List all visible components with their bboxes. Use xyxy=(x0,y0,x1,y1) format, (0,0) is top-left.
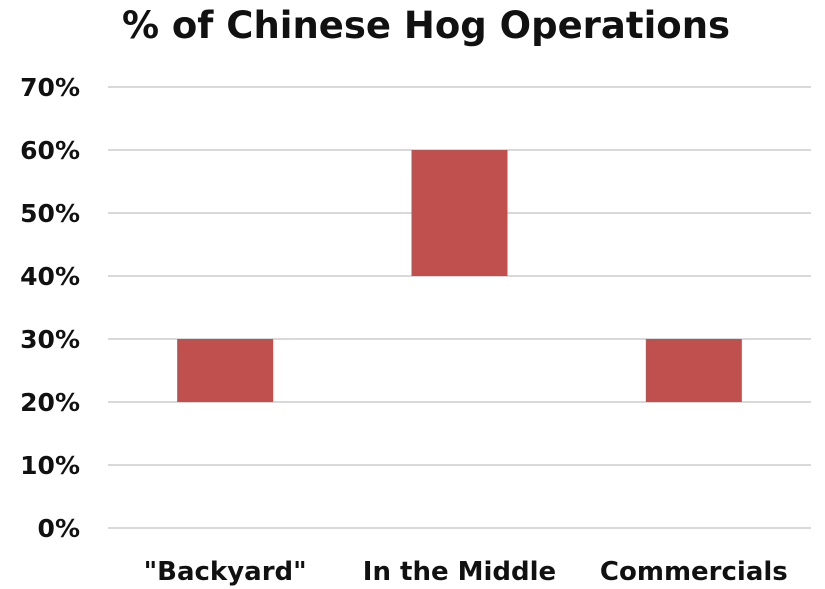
y-tick-label: 50% xyxy=(20,199,80,228)
y-tick-label: 0% xyxy=(38,514,80,543)
bar-0 xyxy=(177,339,274,402)
y-axis-tick-labels: 0% 10% 20% 30% 40% 50% 60% 70% xyxy=(20,73,80,543)
y-tick-label: 10% xyxy=(20,451,80,480)
bar-1 xyxy=(411,150,508,276)
bars xyxy=(177,150,742,402)
y-tick-label: 30% xyxy=(20,325,80,354)
x-category-label: "Backyard" xyxy=(144,557,307,587)
x-category-label: Commercials xyxy=(600,557,788,587)
x-category-label: In the Middle xyxy=(363,557,556,587)
y-tick-label: 70% xyxy=(20,73,80,102)
y-tick-label: 60% xyxy=(20,136,80,165)
x-axis-category-labels: "Backyard" In the Middle Commercials xyxy=(144,557,788,587)
y-tick-label: 20% xyxy=(20,388,80,417)
bar-2 xyxy=(645,339,742,402)
chart-title: % of Chinese Hog Operations xyxy=(122,4,730,47)
y-tick-label: 40% xyxy=(20,262,80,291)
